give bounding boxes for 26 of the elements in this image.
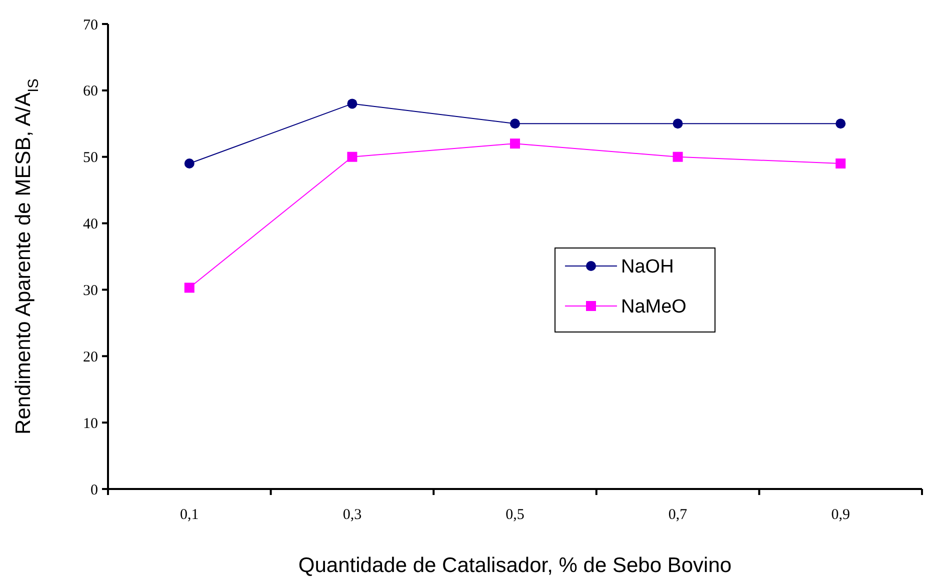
point: [347, 152, 358, 162]
y-tick-label: 50: [83, 150, 98, 166]
point: [184, 282, 194, 293]
point: [836, 158, 846, 168]
point: [510, 118, 520, 129]
point: [672, 152, 683, 162]
point: [510, 138, 520, 149]
x-axis-title: Quantidade de Catalisador, % de Sebo Bovino: [298, 554, 732, 577]
x-tick-label: 0,7: [668, 507, 688, 523]
y-tick-label: 10: [83, 416, 98, 432]
legend-label: NaMeO: [621, 296, 686, 318]
y-tick-label: 20: [83, 349, 98, 366]
x-tick-label: 0,3: [342, 507, 362, 523]
point: [184, 158, 194, 168]
legend-label: NaOH: [621, 256, 674, 278]
x-tick-label: 0,9: [831, 507, 850, 523]
y-tick-label: 0: [90, 482, 98, 498]
y-tick-label: 70: [83, 17, 98, 34]
point: [347, 98, 358, 109]
point: [672, 118, 683, 129]
x-tick-label: 0,5: [506, 507, 524, 523]
x-tick-label: 0,1: [180, 507, 199, 523]
y-tick-label: 40: [83, 216, 98, 233]
y-tick-label: 60: [83, 84, 98, 100]
y-tick-label: 30: [83, 282, 98, 299]
point: [836, 118, 846, 129]
